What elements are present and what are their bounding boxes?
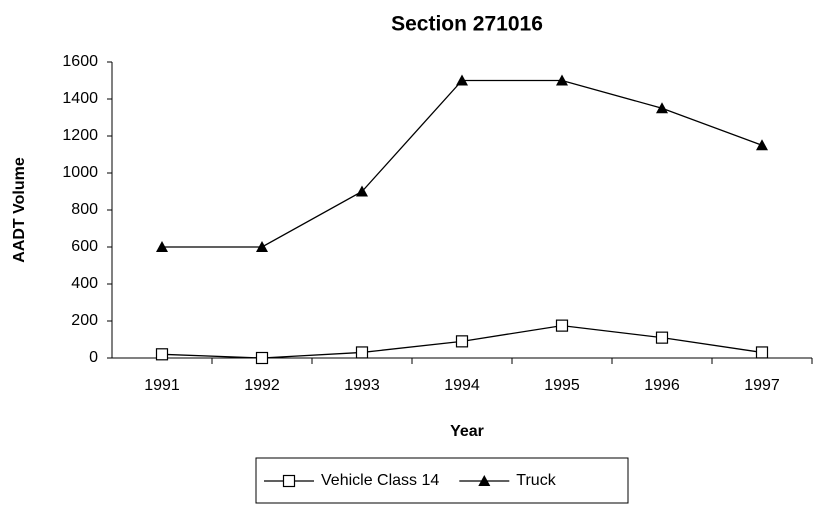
marker bbox=[755, 346, 769, 359]
y-tick-label: 800 bbox=[71, 201, 98, 218]
y-tick-label: 1400 bbox=[62, 90, 98, 107]
marker bbox=[255, 351, 269, 365]
marker bbox=[456, 74, 468, 86]
marker bbox=[655, 331, 669, 344]
marker bbox=[356, 185, 368, 197]
marker bbox=[156, 241, 168, 252]
y-tick-label: 1200 bbox=[62, 127, 98, 144]
x-tick-label: 1995 bbox=[544, 377, 580, 394]
marker bbox=[155, 348, 169, 361]
marker bbox=[756, 139, 768, 151]
y-tick-label: 400 bbox=[71, 275, 98, 292]
legend-label: Vehicle Class 14 bbox=[321, 472, 439, 489]
x-tick-label: 1996 bbox=[644, 377, 680, 394]
y-tick-label: 0 bbox=[89, 349, 98, 366]
x-axis-label: Year bbox=[450, 423, 484, 440]
marker bbox=[455, 335, 469, 348]
y-axis-label: AADT Volume bbox=[11, 157, 28, 263]
marker bbox=[556, 74, 568, 86]
y-tick-label: 1000 bbox=[62, 164, 98, 181]
x-tick-label: 1991 bbox=[144, 377, 180, 394]
marker bbox=[656, 102, 668, 114]
x-tick-label: 1993 bbox=[344, 377, 380, 394]
marker bbox=[478, 475, 491, 486]
x-tick-label: 1992 bbox=[244, 377, 280, 394]
y-tick-label: 600 bbox=[71, 238, 98, 255]
y-tick-label: 1600 bbox=[62, 53, 98, 70]
marker bbox=[355, 346, 369, 359]
chart-title: Section 271016 bbox=[391, 13, 543, 36]
marker bbox=[555, 319, 569, 332]
y-tick-label: 200 bbox=[71, 312, 98, 329]
marker bbox=[282, 474, 296, 488]
legend-label: Truck bbox=[516, 472, 556, 489]
x-tick-label: 1997 bbox=[744, 377, 780, 394]
legend-box bbox=[255, 457, 629, 504]
series-line bbox=[162, 79, 763, 248]
marker bbox=[256, 241, 268, 252]
x-tick-label: 1994 bbox=[444, 377, 480, 394]
